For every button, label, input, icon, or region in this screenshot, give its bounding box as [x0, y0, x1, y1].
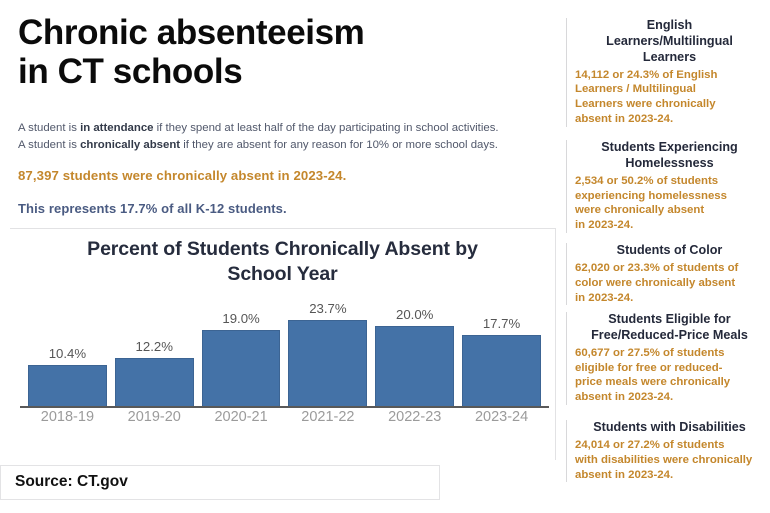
chart-bar: [288, 320, 368, 408]
chart-bar: [201, 329, 281, 408]
sidebar-stat-heading: Students Eligible for Free/Reduced-Price …: [571, 312, 768, 344]
sidebar-stat-block: Students with Disabilities 24,014 or 27.2…: [566, 420, 768, 483]
sidebar-stat-heading-line: Students Eligible for: [608, 312, 731, 326]
sidebar-stat-body: 62,020 or 23.3% of students of color were…: [571, 261, 768, 305]
chart-x-tick-label: 2021-22: [301, 409, 355, 425]
chart-bar-group: 19.0%: [201, 301, 281, 408]
chart-bar-value-label: 23.7%: [309, 301, 347, 316]
chart-x-tick-label: 2018-19: [40, 409, 95, 425]
sidebar-stat-heading-line: Learners/Multilingual: [606, 33, 733, 48]
sidebar-stat-body-line: price meals were chronically: [575, 376, 731, 389]
definition-line-1: A student is in attendance if they spend…: [18, 120, 558, 137]
definition-line-2: A student is chronically absent if they …: [18, 137, 558, 154]
bar-chart-panel: Percent of Students Chronically Absent b…: [10, 228, 556, 460]
sidebar-stat-heading: Students with Disabilities: [571, 420, 768, 436]
sidebar-stat-heading-line: Students of Color: [616, 243, 723, 257]
sidebar-stat-body-line: 2,534 or 50.2% of students: [575, 174, 719, 187]
sidebar-stat-body-line: 62,020 or 23.3% of students of: [575, 261, 739, 274]
chart-bar-group: 12.2%: [114, 301, 194, 408]
page-title-line-1: Chronic absenteeism: [18, 13, 365, 52]
chart-x-tick-label: 2019-20: [127, 409, 181, 425]
chart-bar-value-label: 12.2%: [135, 338, 173, 354]
sidebar-stat-body-line: Learners were chronically: [575, 98, 716, 111]
definition-line-1-part-a: A student is: [18, 122, 81, 134]
sidebar-stat-block: Students Eligible for Free/Reduced-Price …: [566, 312, 768, 406]
chart-bar-group: 20.0%: [375, 301, 455, 408]
definition-term-in-attendance: in attendance: [80, 122, 154, 134]
sidebar-stat-body-line: were chronically absent: [575, 204, 705, 217]
chart-x-axis-labels: 2018-19 2019-20 2020-21 2021-22 2022-23 2023-…: [24, 408, 545, 430]
sidebar-stat-body-line: in 2023-24.: [575, 219, 634, 232]
chart-bar-group: 17.7%: [462, 301, 541, 408]
sidebar-stat-block: Students of Color 62,020 or 23.3% of stud…: [566, 243, 768, 306]
sidebar-stat-body-line: 14,112 or 24.3% of English: [575, 68, 718, 81]
sidebar-stat-body: 2,534 or 50.2% of students experiencing h…: [571, 174, 768, 233]
sidebar-stat-heading-line: Free/Reduced-Price Meals: [591, 327, 748, 342]
sidebar-stat-body: 14,112 or 24.3% of English Learners / Mul…: [571, 68, 768, 127]
chart-bar-value-label: 19.0%: [222, 310, 260, 326]
sidebar-stat-heading-line: Students with Disabilities: [593, 420, 746, 434]
definition-term-chronically-absent: chronically absent: [80, 139, 181, 152]
definition-line-1-part-c: if they spend at least half of the day p…: [153, 122, 499, 134]
sidebar-stat-body-line: with disabilities were chronically: [575, 453, 753, 466]
definition-line-2-part-a: A student is: [18, 139, 81, 152]
chart-bar-value-label: 17.7%: [482, 316, 521, 332]
sidebar-stat-body-line: experiencing homelessness: [575, 189, 727, 202]
chart-x-axis-line: [20, 406, 549, 408]
sidebar-stat-body-line: Learners / Multilingual: [575, 83, 696, 96]
chart-bar-value-label: 20.0%: [396, 306, 434, 322]
chart-bar: [375, 325, 455, 408]
chart-plot-area: 10.4% 12.2% 19.0% 23.7% 20.0% 17.7% 2018-19 20…: [20, 301, 549, 430]
chart-x-tick-label: 2020-21: [214, 409, 268, 425]
left-content-column: Chronic absenteeism in CT schools A stud…: [0, 13, 558, 500]
sidebar-stat-block: Students Experiencing Homelessness 2,534 o…: [566, 140, 768, 234]
page-title: Chronic absenteeism in CT schools: [18, 13, 538, 91]
sidebar-stat-heading: English Learners/Multilingual Learners: [571, 18, 768, 66]
sidebar-stat-body: 60,677 or 27.5% of students eligible for …: [571, 346, 768, 405]
stat-total-chronically-absent: 87,397 students were chronically absent …: [18, 168, 347, 183]
sidebar-stat-heading: Students Experiencing Homelessness: [571, 140, 768, 172]
sidebar-stat-body-line: absent in 2023-24.: [575, 468, 674, 481]
sidebar-stat-blocks: English Learners/Multilingual Learners 14,1…: [562, 0, 770, 513]
page-title-line-2: in CT schools: [18, 52, 243, 92]
sidebar-stat-body-line: 24,014 or 27.2% of students: [575, 438, 725, 451]
chart-bar: [462, 335, 541, 408]
sidebar-stat-body: 24,014 or 27.2% of students with disabili…: [571, 438, 768, 482]
sidebar-stat-body-line: eligible for free or reduced-: [575, 361, 723, 374]
sidebar-stat-body-line: absent in 2023-24.: [575, 391, 674, 404]
chart-bar-value-label: 10.4%: [48, 346, 87, 362]
chart-bar-group: 10.4%: [28, 301, 107, 408]
sidebar-stat-heading-line: English: [646, 18, 693, 32]
sidebar-stat-heading: Students of Color: [571, 243, 768, 259]
sidebar-stat-heading-line: Learners: [642, 49, 697, 64]
sidebar-stat-heading-line: Homelessness: [625, 155, 714, 170]
definition-text: A student is in attendance if they spend…: [18, 120, 558, 154]
sidebar-stat-body-line: color were chronically absent: [575, 276, 736, 289]
chart-bars: 10.4% 12.2% 19.0% 23.7% 20.0% 17.7%: [24, 301, 545, 408]
definition-line-2-part-c: if they are absent for any reason for 10…: [180, 139, 498, 152]
chart-bar: [114, 357, 194, 408]
sidebar-stat-body-line: absent in 2023-24.: [575, 113, 674, 126]
chart-title: Percent of Students Chronically Absent b…: [10, 237, 555, 288]
sidebar-stat-body-line: 60,677 or 27.5% of students: [575, 346, 725, 359]
chart-title-line-2: School Year: [227, 263, 338, 286]
stat-percent-of-students: This represents 17.7% of all K-12 studen…: [18, 201, 287, 216]
chart-bar-group: 23.7%: [288, 301, 368, 408]
source-box: Source: CT.gov: [0, 465, 440, 500]
sidebar-stat-heading-line: Students Experiencing: [601, 140, 738, 154]
sidebar-stat-block: English Learners/Multilingual Learners 14,1…: [566, 18, 768, 127]
source-label: Source: CT.gov: [15, 473, 128, 490]
sidebar-stat-body-line: in 2023-24.: [575, 291, 634, 304]
chart-x-tick-label: 2023-24: [474, 409, 529, 425]
chart-x-tick-label: 2022-23: [388, 409, 442, 425]
chart-bar: [28, 365, 107, 408]
chart-title-line-1: Percent of Students Chronically Absent b…: [87, 238, 478, 260]
